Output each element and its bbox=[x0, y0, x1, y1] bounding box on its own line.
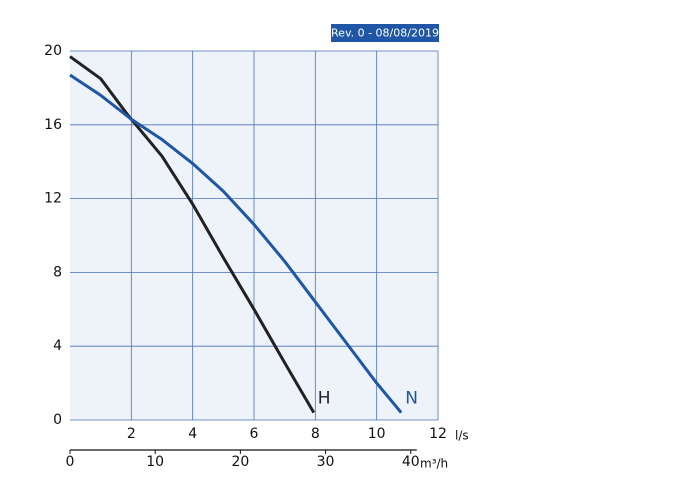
x-tick-label: 2 bbox=[127, 426, 136, 442]
x2-tick-label: 10 bbox=[146, 454, 164, 470]
revision-box bbox=[331, 24, 439, 42]
x2-tick-label: 40 bbox=[402, 454, 420, 470]
series-label: H bbox=[318, 389, 331, 409]
x-axis-label: l/s bbox=[455, 429, 469, 443]
x2-tick-label: 30 bbox=[317, 454, 335, 470]
y-tick-label: 0 bbox=[53, 412, 62, 428]
series-label: N bbox=[405, 389, 418, 409]
x-tick-label: 8 bbox=[311, 426, 320, 442]
curve bbox=[69, 73, 403, 414]
x2-tick-label: 20 bbox=[231, 454, 249, 470]
x-tick-label: 10 bbox=[368, 426, 386, 442]
revision: Rev. 0 - 08/08/2019 bbox=[331, 27, 439, 40]
x-tick-label: 12 bbox=[429, 426, 447, 442]
y-tick-label: 12 bbox=[44, 191, 62, 207]
x-tick-label: 4 bbox=[188, 426, 197, 442]
y-tick-label: 16 bbox=[44, 117, 62, 133]
x2-axis-label: m³/h bbox=[420, 457, 448, 471]
x-tick-label: 6 bbox=[250, 426, 259, 442]
y-tick-label: 4 bbox=[53, 338, 62, 354]
y-tick-label: 20 bbox=[44, 43, 62, 59]
x2-tick-label: 0 bbox=[66, 454, 75, 470]
y-tick-label: 8 bbox=[53, 264, 62, 280]
curve bbox=[69, 55, 316, 414]
